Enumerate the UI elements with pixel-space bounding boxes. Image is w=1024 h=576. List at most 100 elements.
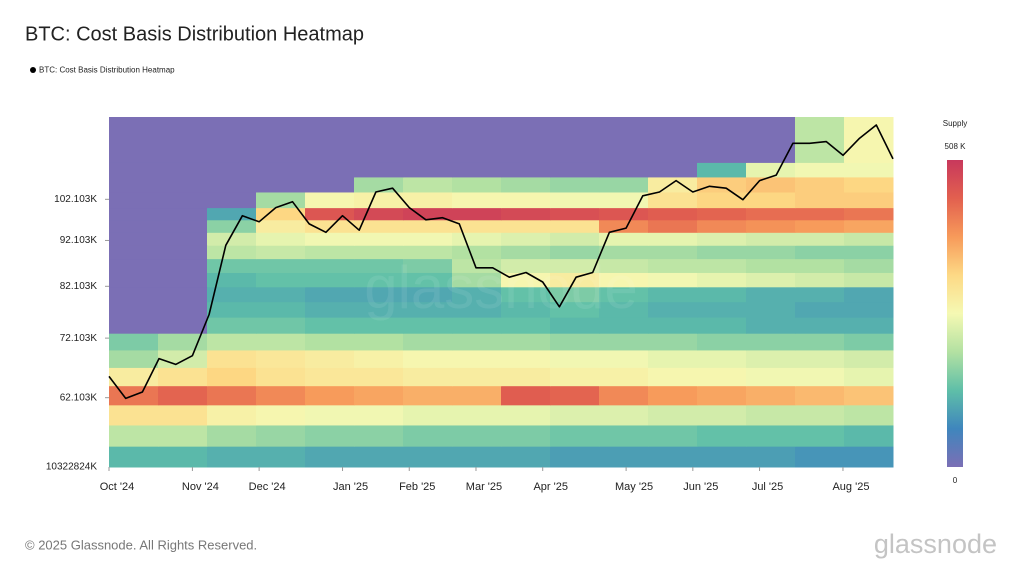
heatmap-cell: [550, 349, 600, 368]
heatmap-cell: [207, 385, 257, 406]
heatmap-cell: [207, 191, 257, 209]
heatmap-cell: [158, 176, 208, 193]
heatmap-cell: [599, 385, 649, 406]
heatmap-cell: [648, 272, 698, 288]
heatmap-cell: [403, 272, 453, 288]
heatmap-cell: [109, 317, 159, 334]
heatmap-cell: [501, 191, 551, 209]
heatmap-cell: [599, 286, 649, 303]
colorbar-title: Supply: [943, 119, 967, 128]
heatmap-cell: [648, 219, 698, 233]
heatmap-cell: [305, 333, 355, 351]
heatmap-cell: [256, 333, 306, 351]
heatmap-cell: [403, 207, 453, 221]
heatmap-cell: [648, 117, 698, 163]
x-tick-label: May '25: [615, 481, 653, 493]
colorbar-tick-label: 0: [953, 476, 958, 485]
heatmap-cell: [109, 286, 159, 303]
heatmap-cell: [844, 286, 894, 303]
heatmap-cell: [256, 232, 306, 246]
heatmap-cell: [697, 349, 747, 368]
heatmap-cell: [354, 367, 404, 387]
heatmap-cell: [599, 207, 649, 221]
heatmap-cell: [648, 207, 698, 221]
heatmap-cell: [697, 404, 747, 426]
heatmap-cell: [648, 176, 698, 193]
heatmap-cell: [844, 446, 894, 468]
heatmap-cell: [207, 349, 257, 368]
heatmap-cell: [256, 117, 306, 163]
y-tick-label: 92.103K: [60, 235, 98, 246]
heatmap-cell: [158, 367, 208, 387]
heatmap-cell: [697, 446, 747, 468]
heatmap-cell: [697, 333, 747, 351]
heatmap-cell: [648, 349, 698, 368]
heatmap-cell: [452, 117, 502, 163]
heatmap-cell: [305, 258, 355, 273]
heatmap-cell: [844, 232, 894, 246]
heatmap-cell: [746, 232, 796, 246]
heatmap-cell: [844, 207, 894, 221]
heatmap-cell: [109, 424, 159, 447]
heatmap-cell: [452, 232, 502, 246]
heatmap-cell: [648, 286, 698, 303]
heatmap-cell: [354, 245, 404, 260]
heatmap-cell: [207, 272, 257, 288]
heatmap-cell: [256, 349, 306, 368]
heatmap-cell: [599, 162, 649, 178]
heatmap-cell: [256, 404, 306, 426]
heatmap-cell: [305, 349, 355, 368]
heatmap-cell: [207, 286, 257, 303]
heatmap-cell: [697, 232, 747, 246]
heatmap-cell: [158, 385, 208, 406]
heatmap-cell: [844, 317, 894, 334]
heatmap-cell: [109, 117, 159, 163]
heatmap-cell: [109, 301, 159, 318]
heatmap-cell: [697, 207, 747, 221]
heatmap-cell: [403, 176, 453, 193]
price-line: [108, 124, 894, 400]
heatmap-cell: [599, 424, 649, 447]
heatmap-cell: [207, 258, 257, 273]
heatmap-cell: [501, 317, 551, 334]
heatmap-cell: [403, 424, 453, 447]
heatmap-cell: [158, 424, 208, 447]
heatmap-cell: [795, 333, 845, 351]
heatmap-cell: [599, 446, 649, 468]
heatmap-cell: [256, 272, 306, 288]
legend-marker: [30, 67, 36, 73]
heatmap-cell: [305, 207, 355, 221]
heatmap-cell: [305, 162, 355, 178]
heatmap-cell: [501, 446, 551, 468]
heatmap-cell: [795, 349, 845, 368]
heatmap-cell: [550, 286, 600, 303]
heatmap-cell: [648, 162, 698, 178]
heatmap-cell: [697, 258, 747, 273]
heatmap-cell: [697, 191, 747, 209]
heatmap-cell: [305, 286, 355, 303]
heatmap-cell: [501, 117, 551, 163]
heatmap-cell: [452, 424, 502, 447]
heatmap-cell: [697, 219, 747, 233]
heatmap-cell: [795, 162, 845, 178]
heatmap-cell: [550, 367, 600, 387]
heatmap-cell: [746, 404, 796, 426]
heatmap-cell: [256, 317, 306, 334]
heatmap-cell: [354, 317, 404, 334]
heatmap-cell: [501, 333, 551, 351]
heatmap-cell: [452, 245, 502, 260]
heatmap-cell: [158, 232, 208, 246]
heatmap-cell: [109, 191, 159, 209]
heatmap-cell: [844, 191, 894, 209]
heatmap-cell: [305, 317, 355, 334]
heatmap-cell: [550, 245, 600, 260]
heatmap-cell: [256, 176, 306, 193]
heatmap-cell: [501, 258, 551, 273]
heatmap-cell: [648, 258, 698, 273]
heatmap-cell: [207, 219, 257, 233]
heatmap-cell: [501, 367, 551, 387]
heatmap-cell: [305, 404, 355, 426]
heatmap-cell: [550, 446, 600, 468]
heatmap-cell: [599, 404, 649, 426]
heatmap-cell: [403, 117, 453, 163]
